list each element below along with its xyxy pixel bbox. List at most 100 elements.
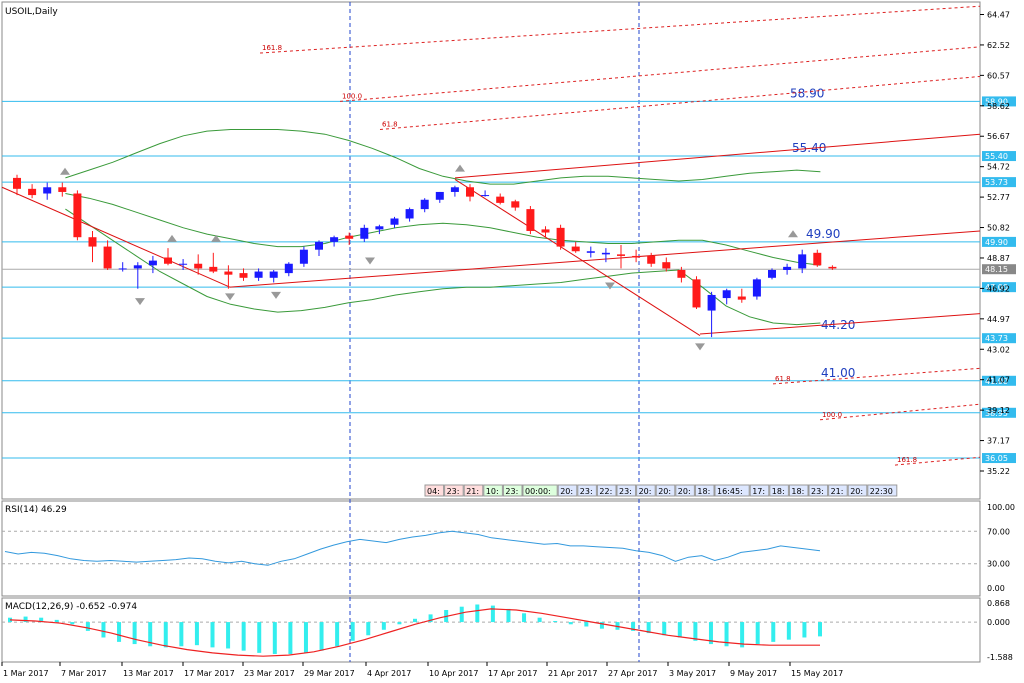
bollinger-bands [65,129,821,326]
candle-body [768,269,776,278]
candle-body [677,269,686,278]
fib-expansion-line [379,75,981,131]
level-price-tag [982,333,1016,344]
candle-body [375,226,384,230]
macd-histogram-bar [210,622,215,648]
level-annotation: 41.00 [821,366,855,380]
candle-body [73,193,82,238]
macd-histogram-bar [54,619,59,623]
price-tick-label: 44.97 [987,315,1010,324]
fib-expansion-line [339,46,981,102]
trendline [1,186,231,288]
candle-body [466,187,474,197]
candle-body [43,187,52,194]
candle-body [360,227,369,239]
fractal-down-icon [365,257,375,265]
macd-histogram-bar [459,606,464,623]
level-price-label: 49.90 [985,238,1008,247]
macd-histogram-bar [631,622,636,631]
fib-expansion-line [259,5,981,54]
candle-body [390,218,399,225]
time-cell-label: 10: [486,487,499,496]
macd-indicator: 0.868 0.000 -1.588 [2,599,1013,662]
macd-histogram-bar [257,622,262,653]
macd-histogram-bar [413,618,417,623]
time-cell-label: 18: [697,487,710,496]
candle-body [662,262,671,269]
level-price-tag [982,151,1016,162]
price-tick-label: 50.82 [987,224,1010,233]
date-tick-label: 1 Mar 2017 [3,669,49,678]
date-tick-label: 7 Mar 2017 [61,669,107,678]
candle-body [828,266,837,269]
candle-body [783,266,792,270]
level-annotation: 58.90 [790,86,824,100]
macd-histogram-bar [23,616,28,623]
time-cell-label: 23: [505,487,518,496]
bollinger-middle [65,193,821,266]
time-cell [714,484,750,497]
level-price-tag [982,282,1016,293]
time-cell [502,484,523,497]
macd-histogram-bar [117,622,122,642]
macd-histogram-bar [303,622,308,653]
candle-body [420,199,429,210]
level-price-tag [982,236,1016,247]
candle-body [194,263,203,269]
trendline [699,313,981,335]
fractal-down-icon [605,282,615,290]
candle-body [299,249,308,264]
date-tick-label: 13 Mar 2017 [123,669,174,678]
time-cell [847,484,868,497]
fibonacci-channels: 161.8 100.0 61.8 61.8 100.0 161.8 [259,5,981,466]
time-cell [675,484,695,497]
macd-histogram-bar [755,622,760,645]
fractal-arrows [60,164,798,351]
rsi-scale-label: 70.00 [987,527,1010,536]
candle-body [269,271,278,278]
time-cell-label: 22: [599,487,612,496]
level-price-tag [982,453,1016,464]
candle-body [722,290,731,299]
price-tick-label: 43.02 [987,345,1010,354]
date-tick-label: 10 Apr 2017 [429,669,478,678]
time-cell [522,484,558,497]
time-cell [808,484,829,497]
macd-histogram-bar [226,622,231,649]
macd-histogram-bar [708,622,713,645]
time-cell [694,484,715,497]
macd-histogram-bar [241,622,246,651]
fractal-up-icon [788,230,798,238]
level-price-tag [982,96,1016,107]
macd-histogram-bar [553,620,558,623]
candle-body [632,255,641,258]
macd-histogram-bar [677,622,682,638]
fractal-up-icon [455,164,465,172]
macd-histogram-bar [335,622,340,647]
fractal-down-icon [225,293,235,301]
level-price-label: 58.90 [985,97,1008,106]
macd-histogram-bar [288,622,293,654]
chart-title: USOIL,Daily [5,7,58,17]
macd-histogram-bar [693,622,698,641]
candle-body [647,255,656,264]
time-remaining-bar: 04: 23: 21: 10: 23: 00:00: 20: 23: 22: 23: 20: 20: 2… [424,484,898,497]
price-tick-label: 35.22 [987,467,1010,476]
fib-expansion-line [819,403,981,421]
trendline [229,230,981,288]
rsi-scale-label: 0.00 [987,584,1005,593]
time-cell [788,484,809,497]
fractal-up-icon [167,234,177,242]
level-price-tag [982,375,1016,386]
macd-histogram-bar [818,622,822,637]
time-cell-label: 17: [752,487,765,496]
time-cell-label: 23: [619,487,632,496]
rsi-label: RSI(14) 46.29 [5,505,67,515]
candle-body [103,246,112,269]
time-cell [577,484,597,497]
macd-histogram-bar [771,622,776,642]
price-tick-label: 60.57 [987,71,1010,80]
candle-body [133,265,142,269]
level-price-label: 43.73 [985,334,1008,343]
time-cell [483,484,503,497]
